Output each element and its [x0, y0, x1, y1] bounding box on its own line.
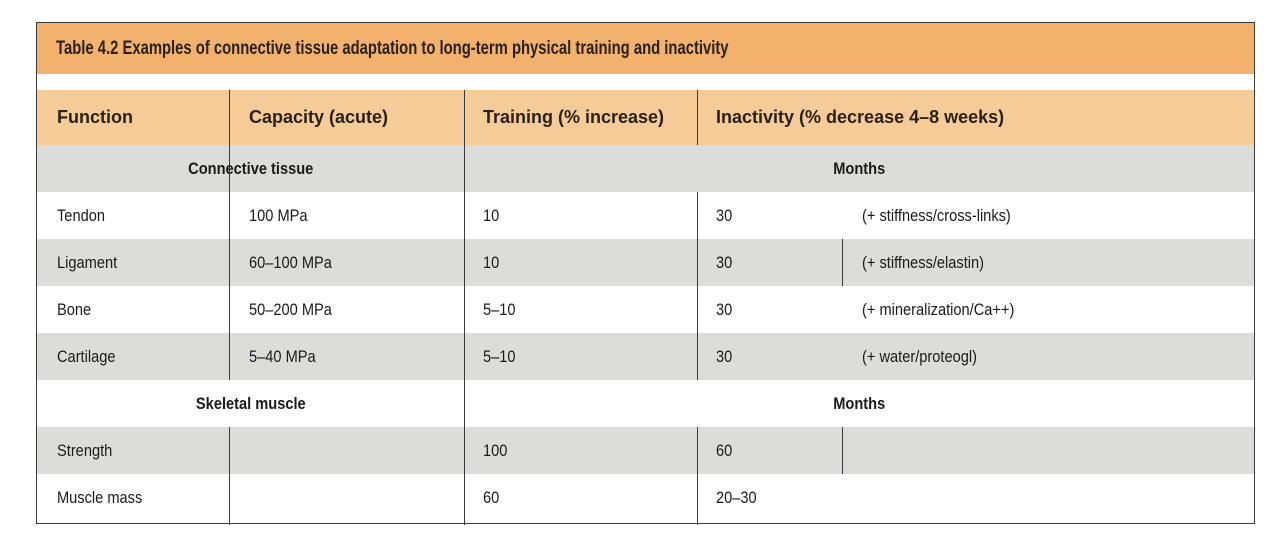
cell-note: (+ mineralization/Ca++)	[862, 299, 1015, 319]
column-divider	[229, 192, 230, 380]
header-capacity: Capacity (acute)	[249, 107, 389, 127]
cell-training: 10	[483, 205, 500, 225]
cell-function: Tendon	[57, 205, 105, 225]
cell-inactivity: 20–30	[716, 487, 757, 507]
cell-capacity: 50–200 MPa	[249, 299, 332, 319]
cell-inactivity: 30	[716, 252, 733, 272]
section-period: Months	[833, 393, 886, 413]
cell-function: Ligament	[57, 252, 118, 272]
cell-inactivity: 60	[716, 440, 733, 460]
cell-note: (+ stiffness/cross-links)	[862, 205, 1011, 225]
cell-function: Bone	[57, 299, 92, 319]
cell-note: (+ water/proteogl)	[862, 346, 977, 366]
cell-capacity: 60–100 MPa	[249, 252, 332, 272]
cell-training: 5–10	[483, 346, 516, 366]
table-header-row: Function Capacity (acute) Training (% in…	[37, 90, 1254, 145]
cell-capacity: 5–40 MPa	[249, 346, 316, 366]
table-row: Muscle mass 60 20–30	[37, 474, 1254, 521]
cell-capacity: 100 MPa	[249, 205, 308, 225]
section-row-skeletal-muscle: Skeletal muscle Months	[37, 380, 1254, 427]
table-row: Ligament 60–100 MPa 10 30 (+ stiffness/e…	[37, 239, 1254, 286]
cell-inactivity: 30	[716, 299, 733, 319]
section-period: Months	[833, 158, 886, 178]
cell-inactivity: 30	[716, 346, 733, 366]
section-label: Connective tissue	[187, 158, 314, 178]
table-row: Bone 50–200 MPa 5–10 30 (+ mineralizatio…	[37, 286, 1254, 333]
cell-inactivity: 30	[716, 205, 733, 225]
header-training: Training (% increase)	[483, 107, 665, 127]
header-function: Function	[57, 107, 133, 127]
cell-training: 5–10	[483, 299, 516, 319]
section-label: Skeletal muscle	[195, 393, 306, 413]
column-divider	[464, 90, 465, 525]
table-row: Cartilage 5–40 MPa 5–10 30 (+ water/prot…	[37, 333, 1254, 380]
table-title-bar: Table 4.2 Examples of connective tissue …	[37, 23, 1254, 74]
column-divider	[842, 239, 843, 286]
cell-function: Strength	[57, 440, 113, 460]
column-divider	[229, 427, 230, 525]
column-divider	[229, 90, 230, 192]
cell-training: 10	[483, 252, 500, 272]
cell-function: Muscle mass	[57, 487, 143, 507]
cell-training: 100	[483, 440, 508, 460]
cell-note: (+ stiffness/elastin)	[862, 252, 985, 272]
section-row-connective-tissue: Connective tissue Months	[37, 145, 1254, 192]
column-divider	[697, 427, 698, 525]
table-title: Table 4.2 Examples of connective tissue …	[56, 37, 729, 59]
column-divider	[697, 90, 698, 145]
table-row: Strength 100 60	[37, 427, 1254, 474]
cell-training: 60	[483, 487, 500, 507]
table-frame: Table 4.2 Examples of connective tissue …	[36, 22, 1255, 525]
column-divider	[842, 427, 843, 474]
table-row: Tendon 100 MPa 10 30 (+ stiffness/cross-…	[37, 192, 1254, 239]
column-divider	[697, 192, 698, 380]
header-inactivity: Inactivity (% decrease 4–8 weeks)	[716, 107, 1005, 127]
cell-function: Cartilage	[57, 346, 116, 366]
